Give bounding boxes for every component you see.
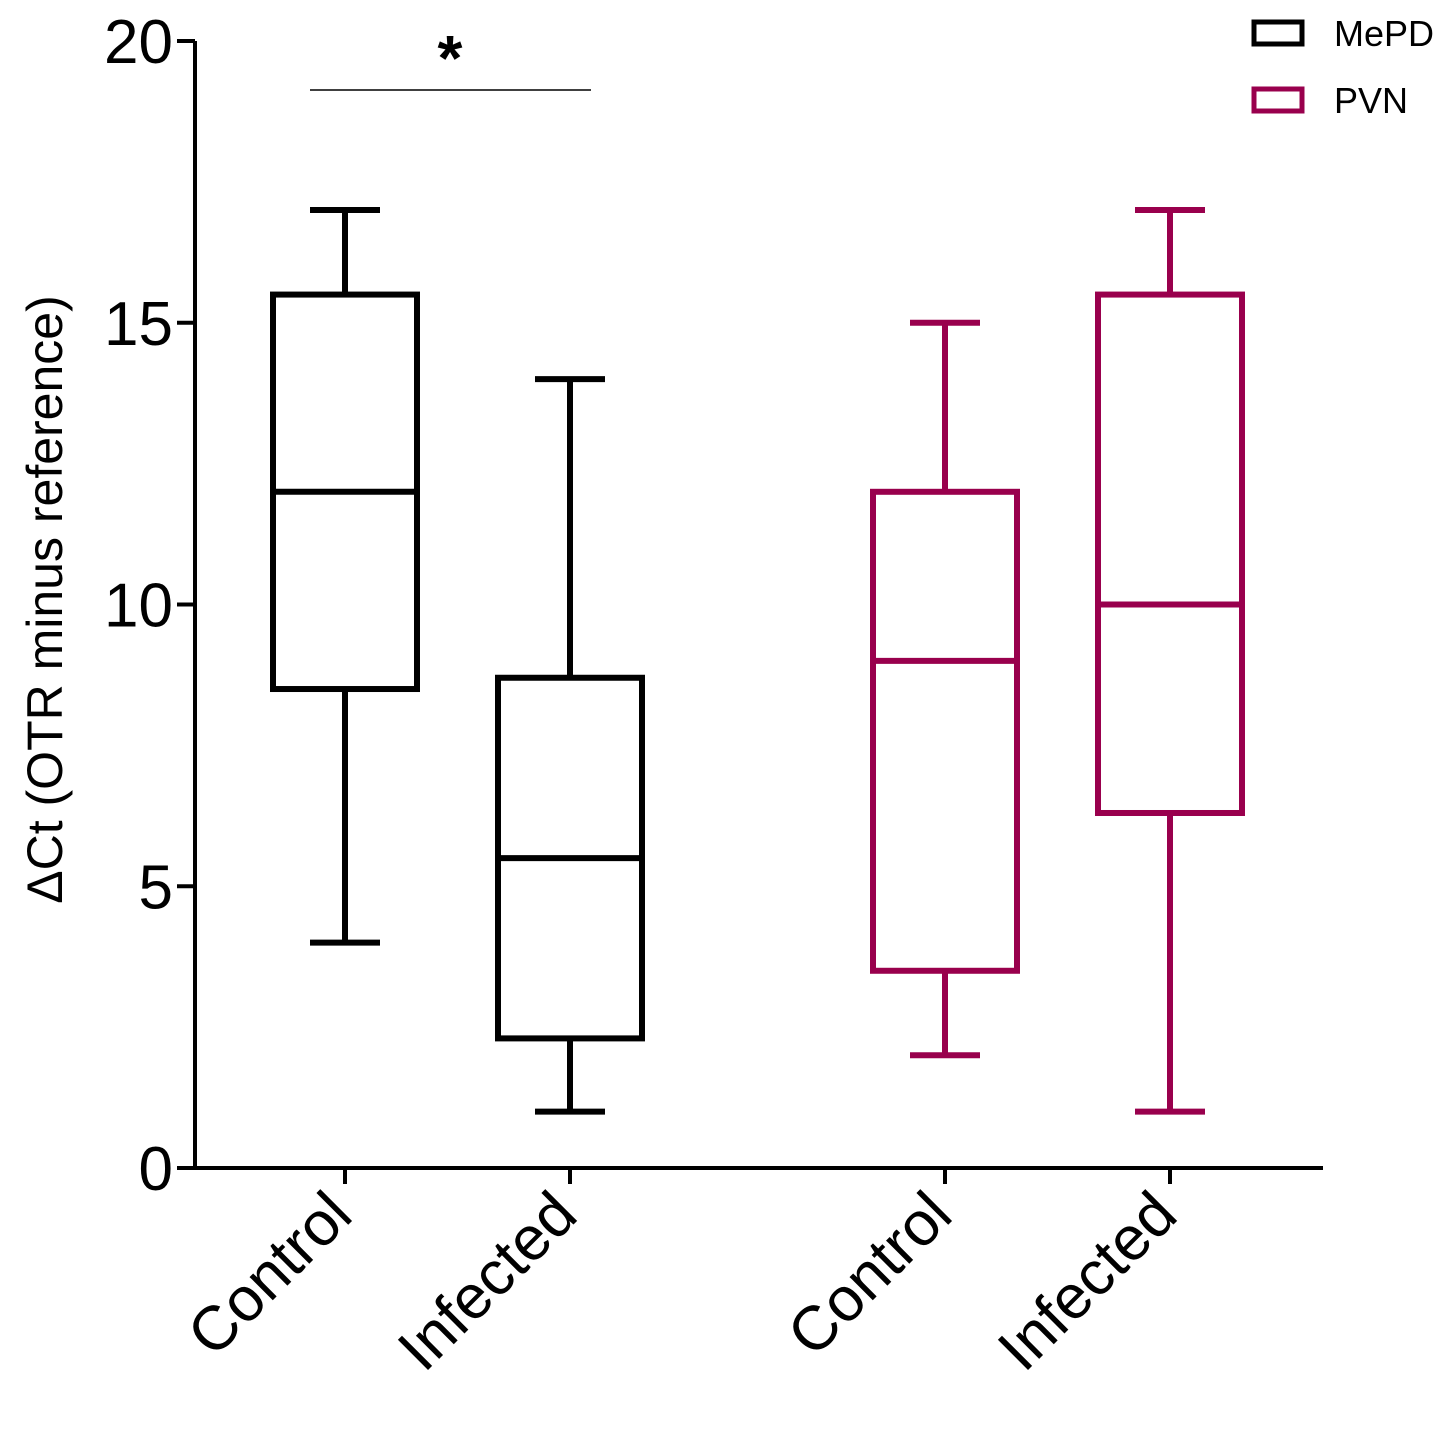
box-pvn-infected bbox=[1095, 207, 1245, 1115]
x-tick-label: Control bbox=[775, 1179, 965, 1369]
box-mepd-control bbox=[270, 207, 420, 946]
y-tick-label: 5 bbox=[139, 853, 173, 922]
y-tick-label: 15 bbox=[104, 290, 173, 359]
x-tick-label: Control bbox=[175, 1179, 365, 1369]
significance-label: * bbox=[438, 22, 463, 94]
y-tick-label: 10 bbox=[104, 572, 173, 641]
boxes bbox=[270, 207, 1245, 1115]
legend-label: MePD bbox=[1334, 13, 1434, 54]
y-tick-label: 20 bbox=[104, 8, 173, 77]
legend: MePD PVN bbox=[1251, 13, 1434, 121]
box-pvn-control bbox=[870, 319, 1020, 1059]
annotations: * bbox=[310, 22, 591, 94]
box-mepd-infected bbox=[495, 376, 645, 1115]
legend-item-pvn: PVN bbox=[1251, 80, 1408, 121]
legend-swatch bbox=[1251, 86, 1305, 114]
legend-swatch bbox=[1251, 19, 1305, 47]
x-tick-label: Infected bbox=[385, 1179, 590, 1384]
iqr-box bbox=[870, 488, 1020, 974]
x-tick-label: Infected bbox=[985, 1179, 1190, 1384]
iqr-box bbox=[1095, 291, 1245, 816]
y-tick-label: 0 bbox=[139, 1135, 173, 1204]
legend-label: PVN bbox=[1334, 80, 1408, 121]
y-axis-title: ΔCt (OTR minus reference) bbox=[17, 295, 73, 904]
legend-item-mepd: MePD bbox=[1251, 13, 1434, 54]
